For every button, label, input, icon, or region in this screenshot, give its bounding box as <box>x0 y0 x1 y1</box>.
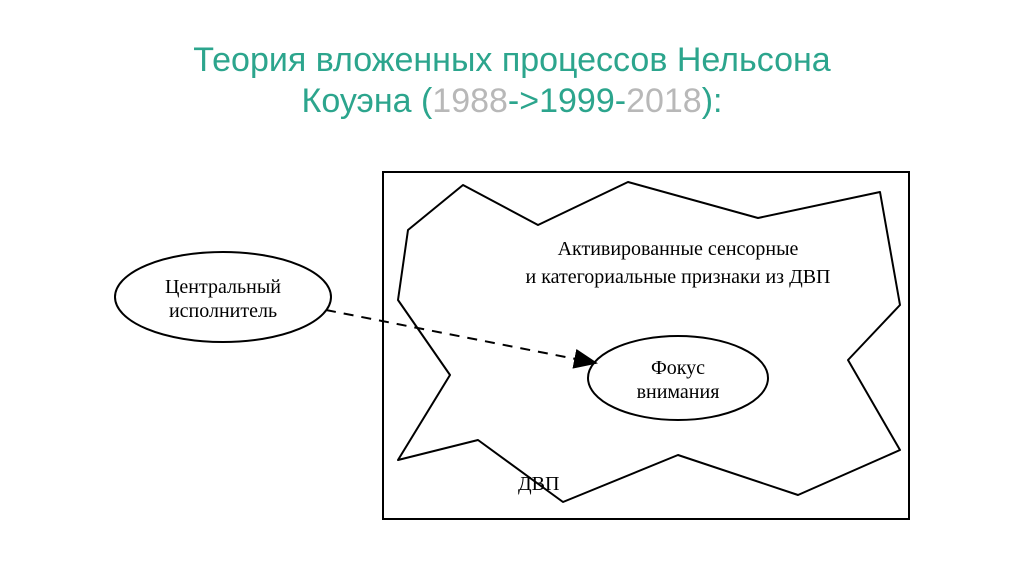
title-line2-gray2: 2018 <box>626 82 702 120</box>
title-line2-b: ->1999- <box>508 82 626 120</box>
title-line2-a: Коуэна ( <box>302 82 433 120</box>
executive-label-2: исполнитель <box>169 300 277 322</box>
focus-label-1: Фокус <box>651 357 705 379</box>
ltm-label: ДВП <box>518 473 559 495</box>
activated-label-1: Активированные сенсорные <box>558 238 799 260</box>
cowan-diagram: Активированные сенсорные и категориальны… <box>108 150 916 550</box>
title-line2-c: ): <box>702 82 723 120</box>
focus-label-2: внимания <box>637 381 720 403</box>
executive-label-1: Центральный <box>165 276 281 298</box>
activated-label-2: и категориальные признаки из ДВП <box>525 266 830 288</box>
title-line2-gray1: 1988 <box>432 82 508 120</box>
title-line1: Теория вложенных процессов Нельсона <box>193 41 830 79</box>
slide-title: Теория вложенных процессов Нельсона Коуэ… <box>0 40 1024 122</box>
